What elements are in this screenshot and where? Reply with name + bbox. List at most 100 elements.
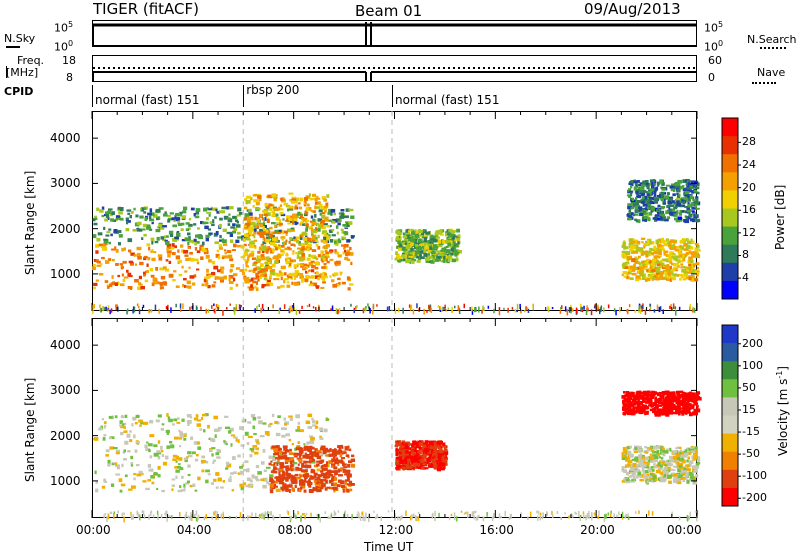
echo-cell xyxy=(394,308,397,314)
echo-cell xyxy=(688,394,694,398)
echo-cell xyxy=(671,262,674,266)
echo-cell xyxy=(269,489,274,494)
echo-cell xyxy=(181,265,184,269)
echo-cell xyxy=(249,241,254,244)
echo-cell xyxy=(351,454,355,458)
echo-cell xyxy=(289,460,293,465)
echo-cell xyxy=(303,204,307,207)
echo-cell xyxy=(262,226,265,230)
echo-cell xyxy=(333,212,336,216)
echo-cell xyxy=(254,246,257,249)
echo-cell xyxy=(321,196,326,200)
echo-cell xyxy=(422,463,427,466)
echo-cell xyxy=(435,236,440,239)
echo-cell xyxy=(676,265,680,268)
echo-cell xyxy=(227,218,233,223)
echo-cell xyxy=(303,469,308,473)
echo-cell xyxy=(300,265,305,268)
echo-cell xyxy=(229,427,234,432)
echo-cell xyxy=(265,206,270,209)
echo-cell xyxy=(229,270,232,273)
echo-cell xyxy=(92,263,96,266)
echo-cell xyxy=(632,406,637,410)
echo-cell xyxy=(647,191,652,195)
echo-cell xyxy=(160,427,165,431)
echo-cell xyxy=(441,454,446,458)
echo-cell xyxy=(287,208,289,212)
echo-cell xyxy=(403,457,409,462)
echo-cell xyxy=(329,486,333,490)
echo-cell xyxy=(623,469,627,473)
echo-cell xyxy=(430,307,433,314)
echo-cell xyxy=(454,235,459,239)
echo-cell xyxy=(156,236,160,241)
echo-cell xyxy=(622,403,626,408)
echo-cell xyxy=(182,210,187,214)
echo-cell xyxy=(122,450,126,454)
echo-cell xyxy=(580,306,583,311)
echo-cell xyxy=(695,218,701,223)
echo-cell xyxy=(281,230,284,235)
colorbar-segment xyxy=(722,208,738,228)
echo-cell xyxy=(315,227,318,231)
echo-cell xyxy=(260,243,264,247)
echo-cell xyxy=(266,248,270,252)
echo-cell xyxy=(657,462,661,466)
echo-cell xyxy=(231,249,236,252)
echo-cell xyxy=(178,429,181,432)
echo-cell xyxy=(415,443,419,447)
nsearch-label: N.Search xyxy=(747,33,797,46)
echo-cell xyxy=(187,241,190,246)
echo-cell xyxy=(634,309,637,313)
echo-cell xyxy=(320,250,325,255)
echo-cell xyxy=(317,474,322,478)
echo-cell xyxy=(332,487,338,490)
echo-cell xyxy=(581,307,584,310)
echo-cell xyxy=(431,440,436,443)
echo-cell xyxy=(642,470,648,474)
echo-cell xyxy=(657,445,660,449)
echo-cell xyxy=(650,456,655,460)
echo-cell xyxy=(187,257,192,261)
echo-cell xyxy=(216,456,221,459)
echo-cell xyxy=(246,219,251,223)
echo-cell xyxy=(148,449,151,453)
echo-cell xyxy=(269,477,272,480)
echo-cell xyxy=(100,263,103,266)
echo-cell xyxy=(296,415,300,418)
echo-cell xyxy=(288,272,294,277)
echo-cell xyxy=(272,269,276,273)
echo-cell xyxy=(308,226,311,230)
echo-cell xyxy=(434,258,439,262)
echo-cell xyxy=(186,280,191,285)
echo-cell xyxy=(285,478,289,482)
echo-cell xyxy=(152,277,157,282)
echo-cell xyxy=(281,473,286,478)
echo-cell xyxy=(316,486,321,489)
echo-cell xyxy=(170,444,175,449)
echo-cell xyxy=(323,275,328,279)
echo-cell xyxy=(128,488,133,491)
echo-cell xyxy=(298,250,302,255)
echo-cell xyxy=(325,418,330,421)
echo-cell xyxy=(182,284,185,288)
echo-cell xyxy=(125,217,129,222)
echo-cell xyxy=(649,179,654,183)
echo-cell xyxy=(645,263,648,267)
colorbar-segment xyxy=(722,226,738,246)
echo-cell xyxy=(671,459,674,463)
nsearch-legend-line xyxy=(760,47,786,49)
echo-cell xyxy=(250,277,254,282)
echo-cell xyxy=(675,454,681,458)
echo-cell xyxy=(688,451,692,455)
echo-cell xyxy=(322,278,326,283)
echo-cell xyxy=(284,427,288,431)
echo-cell xyxy=(625,479,630,484)
echo-cell xyxy=(266,256,270,261)
echo-cell xyxy=(159,267,165,271)
echo-cell xyxy=(653,255,658,259)
echo-cell xyxy=(231,489,235,492)
echo-cell xyxy=(295,309,298,316)
echo-cell xyxy=(621,456,626,460)
echo-cell xyxy=(206,217,209,221)
